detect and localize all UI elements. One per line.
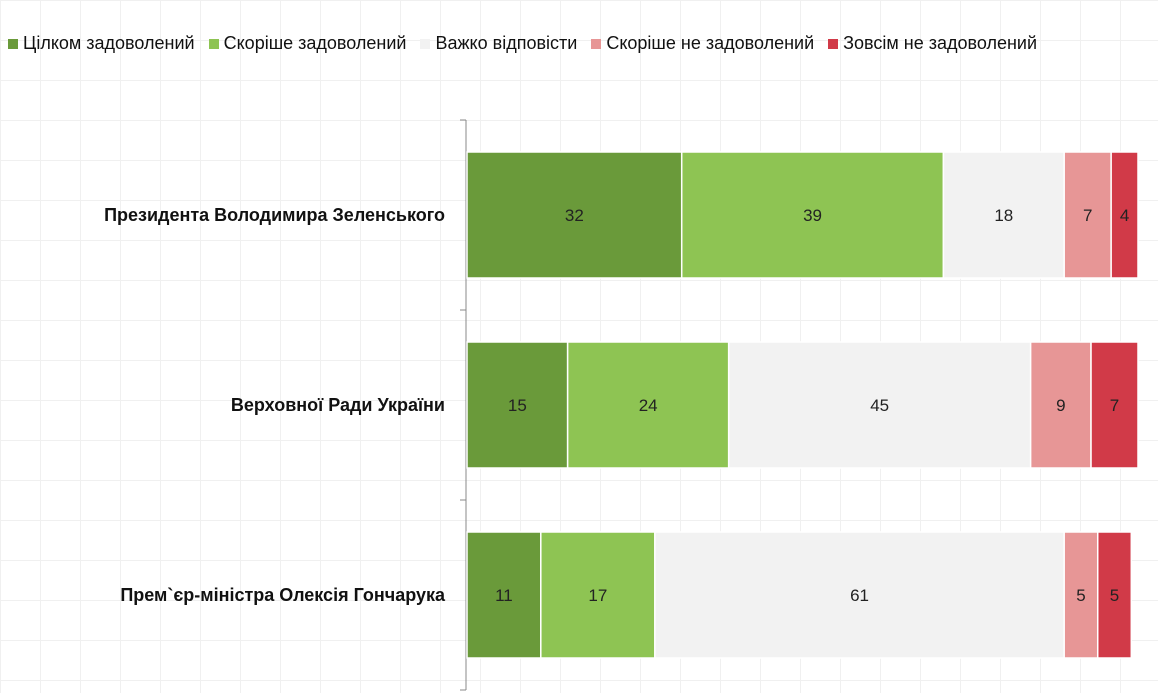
legend-swatch <box>208 38 219 49</box>
data-label: 39 <box>803 206 822 225</box>
bar-segment <box>1090 341 1139 469</box>
legend: Цілком задоволений Скоріше задоволений Важ… <box>8 33 1051 54</box>
data-label: 5 <box>1110 586 1119 605</box>
data-label: 7 <box>1110 396 1119 415</box>
data-label: 15 <box>508 396 527 415</box>
bar-segment <box>466 341 569 469</box>
bar-segment <box>680 151 945 279</box>
category-label: Верховної Ради України <box>231 395 445 415</box>
legend-label: Важко відповісти <box>435 33 578 53</box>
bar-segment <box>466 531 542 659</box>
legend-item: Скоріше задоволений <box>208 33 407 54</box>
bar-segment <box>466 151 683 279</box>
bar-segment <box>942 151 1065 279</box>
bar-segment <box>566 341 730 469</box>
legend-swatch <box>420 38 431 49</box>
data-label: 18 <box>994 206 1013 225</box>
category-label: Президента Володимира Зеленського <box>104 205 445 225</box>
legend-item: Скоріше не задоволений <box>591 33 814 54</box>
data-label: 11 <box>495 586 513 605</box>
data-label: 17 <box>588 586 607 605</box>
legend-item: Зовсім не задоволений <box>828 33 1037 54</box>
legend-swatch <box>591 38 602 49</box>
legend-item: Важко відповісти <box>420 33 577 54</box>
data-label: 45 <box>870 396 889 415</box>
legend-swatch <box>8 38 18 49</box>
legend-item: Цілком задоволений <box>8 33 195 54</box>
data-label: 5 <box>1076 586 1085 605</box>
legend-label: Скоріше задоволений <box>223 33 407 53</box>
bar-segment <box>1029 341 1092 469</box>
bar-segment <box>654 531 1065 659</box>
bar-segment <box>1110 151 1139 279</box>
legend-label: Цілком задоволений <box>23 33 195 53</box>
legend-label: Скоріше не задоволений <box>606 33 815 53</box>
data-label: 9 <box>1056 396 1065 415</box>
data-label: 61 <box>850 586 869 605</box>
bar-segment <box>1096 531 1133 659</box>
data-label: 24 <box>639 396 658 415</box>
data-label: 7 <box>1083 206 1092 225</box>
data-label: 4 <box>1120 206 1129 225</box>
category-label: Прем`єр-міністра Олексія Гончарука <box>120 585 446 605</box>
data-label: 32 <box>565 206 584 225</box>
legend-label: Зовсім не задоволений <box>843 33 1038 53</box>
legend-swatch <box>828 38 839 49</box>
